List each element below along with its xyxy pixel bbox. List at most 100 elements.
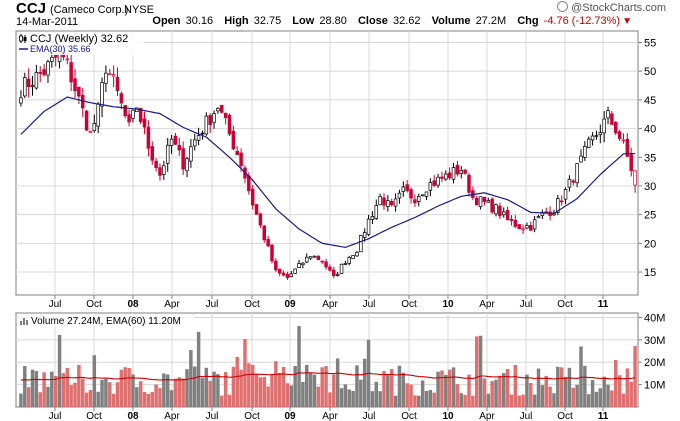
volume-bar [382, 371, 386, 407]
close-label: Close [357, 15, 388, 27]
candle-body [285, 273, 290, 279]
low-label: Low [292, 15, 315, 27]
volume-bar [177, 377, 182, 407]
volume-bar [544, 375, 548, 407]
volume-bar [525, 374, 529, 407]
candle-body [455, 164, 460, 175]
volume-y-tick-label: 30M [644, 335, 665, 347]
volume-bar [417, 395, 421, 407]
candle-body [100, 82, 104, 107]
candle-body [169, 138, 174, 146]
candle-body [629, 154, 633, 172]
candle-body [617, 131, 622, 139]
price-x-tick-label: 09 [284, 299, 296, 310]
candle-body [115, 76, 120, 91]
volume-bar [370, 391, 375, 407]
volume-bar [34, 371, 39, 407]
candle-body [424, 191, 429, 197]
price-x-tick-label: Oct [86, 299, 102, 310]
candle-legend-icon [19, 34, 27, 43]
volume-bar [301, 381, 305, 407]
volume-bar [536, 368, 541, 407]
volume-bar [389, 369, 394, 407]
volume-bar [42, 372, 46, 407]
candle-body [436, 176, 440, 186]
candle-body [142, 118, 147, 128]
volume-bar [552, 393, 556, 407]
candle-body [633, 170, 637, 186]
candle-body [123, 105, 127, 117]
candle-body [316, 255, 321, 261]
candle-body [440, 176, 444, 179]
price-x-tick-label: Apr [164, 299, 180, 310]
candle-body [405, 184, 409, 191]
candle-body [463, 169, 467, 174]
candle-body [409, 189, 413, 199]
candle-body [185, 158, 189, 172]
candle-body [254, 204, 259, 215]
volume-bar [26, 387, 31, 407]
volume-x-tick-label: Oct [401, 411, 417, 421]
candle-body [127, 114, 131, 123]
candle-body [328, 266, 332, 271]
price-x-tick-label: Oct [244, 299, 260, 310]
volume-bar [586, 394, 591, 407]
candle-body [196, 135, 201, 141]
volume-bar [142, 391, 147, 407]
volume-bar [602, 376, 606, 407]
candle-body [150, 146, 155, 161]
volume-bar [316, 386, 321, 407]
volume-bar [235, 357, 239, 407]
volume-bar [471, 395, 475, 407]
candle-body [474, 197, 479, 206]
volume-bar [339, 388, 344, 407]
volume-bar [266, 386, 270, 407]
candle-body [501, 211, 506, 216]
candle-body [494, 204, 498, 215]
volume-bar [583, 365, 587, 407]
volume-value: 27.2M [475, 15, 507, 27]
volume-x-tick-label: Jul [206, 411, 219, 421]
candle-body [88, 131, 93, 134]
candle-body [23, 77, 27, 97]
candle-body [165, 144, 170, 164]
candle-body [84, 110, 89, 131]
price-y-tick-label: 25 [644, 210, 656, 222]
candle-body [397, 192, 402, 199]
volume-bar [571, 387, 576, 407]
candle-body [459, 170, 464, 174]
volume-bar [88, 390, 93, 407]
candle-body [393, 198, 398, 207]
volume-bar [196, 331, 201, 407]
volume-bar [420, 380, 425, 407]
candle-body [258, 213, 263, 226]
candle-body [332, 269, 336, 277]
volume-bar [579, 346, 583, 407]
volume-bar [111, 393, 116, 407]
volume-bar [633, 346, 637, 407]
volume-bar [239, 369, 243, 407]
volume-x-tick-label: 11 [598, 411, 609, 421]
candle-body [590, 135, 595, 141]
candle-body [30, 85, 35, 87]
candle-body [138, 108, 143, 123]
candle-body [301, 262, 305, 266]
candle-body [389, 201, 394, 206]
candle-body [536, 216, 541, 219]
candle-body [386, 200, 390, 207]
price-panel [15, 30, 639, 296]
high-value: 32.75 [253, 15, 282, 27]
volume-bar [123, 367, 127, 407]
candle-body [362, 232, 367, 238]
volume-bar [436, 371, 440, 407]
volume-bar [548, 386, 552, 407]
candle-body [96, 103, 100, 127]
volume-bar [185, 369, 189, 407]
volume-bar [30, 369, 35, 407]
candle-body [563, 189, 568, 200]
volume-bar [386, 374, 390, 407]
volume-bar [401, 372, 406, 407]
candle-body [308, 256, 313, 259]
candle-body [212, 113, 216, 123]
candle-body [598, 132, 603, 136]
